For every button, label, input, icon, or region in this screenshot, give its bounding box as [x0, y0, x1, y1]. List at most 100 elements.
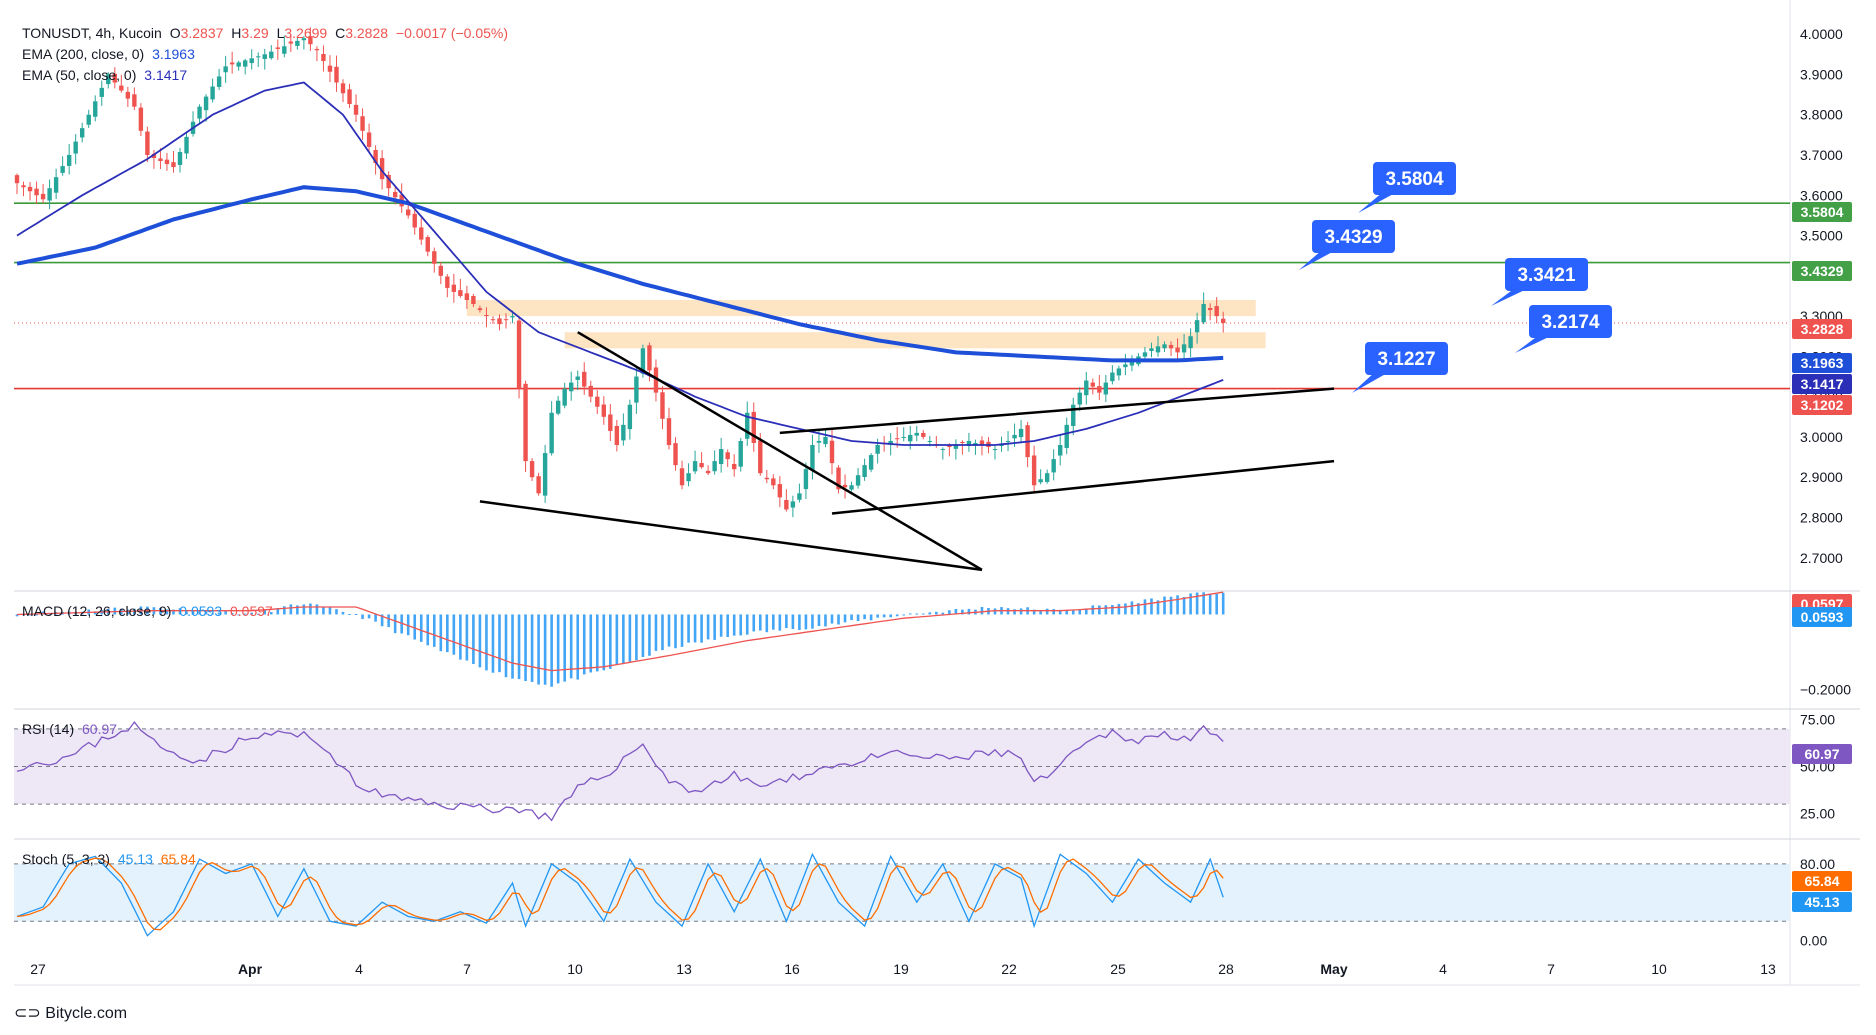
candle-body	[745, 412, 750, 439]
macd-bar	[654, 614, 658, 651]
macd-bar	[93, 611, 97, 615]
macd-bar	[256, 613, 260, 615]
macd-bar	[1032, 609, 1036, 615]
candle-body	[301, 38, 307, 41]
candle-body	[340, 83, 346, 94]
macd-bar	[204, 610, 208, 615]
candle-body	[1123, 364, 1128, 368]
candle-body	[947, 445, 952, 448]
macd-bar	[511, 614, 514, 679]
low-value: 3.2699	[284, 25, 328, 41]
candle-body	[275, 47, 280, 49]
macd-bar	[185, 611, 188, 615]
macd-bar	[706, 614, 710, 640]
candle-body	[777, 484, 783, 498]
ema200-value: 3.1963	[152, 46, 195, 62]
candle-body	[575, 376, 580, 380]
macd-bar	[739, 614, 743, 636]
candle-body	[679, 468, 685, 486]
candle-body	[673, 443, 678, 466]
macd-bar	[1156, 600, 1160, 615]
macd-bar	[387, 614, 390, 628]
candle-body	[921, 432, 926, 437]
candle-body	[171, 162, 176, 168]
candle-body	[529, 461, 535, 478]
macd-bar	[1091, 605, 1095, 615]
candle-body	[1194, 320, 1200, 333]
stoch-badge-d: 65.84	[1792, 871, 1852, 891]
candle-body	[392, 191, 398, 198]
candle-body	[1084, 380, 1089, 396]
macd-bar	[1104, 605, 1108, 615]
stoch-d-line	[16, 857, 1224, 931]
macd-bar	[126, 609, 130, 615]
macd-bar	[1202, 592, 1205, 615]
candle-body	[229, 62, 235, 65]
candle-body	[1005, 440, 1011, 442]
macd-bar	[680, 614, 684, 647]
candle-body	[666, 418, 672, 445]
candle-body	[80, 128, 85, 138]
candle-body	[588, 385, 593, 397]
candle-body	[1221, 318, 1226, 324]
candle-body	[477, 308, 483, 311]
candle-body	[660, 392, 665, 419]
macd-bar	[778, 614, 782, 631]
price-tick-label: 2.7000	[1800, 550, 1843, 566]
candle-body	[979, 440, 985, 445]
candle-body	[555, 400, 561, 414]
candle-body	[914, 432, 919, 436]
macd-value-1: 0.0593	[179, 603, 223, 619]
macd-bar	[954, 608, 958, 615]
macd-bar	[328, 606, 332, 615]
axis-badge-3.1963: 3.1963	[1792, 353, 1852, 373]
ema200-line	[16, 185, 1224, 363]
price-tick-label: 3.0000	[1800, 429, 1843, 445]
macd-bar	[517, 614, 521, 680]
macd-bar	[1019, 608, 1023, 615]
stoch-legend: Stoch (5, 3, 3) 45.13 65.84	[22, 851, 200, 867]
trendline	[831, 459, 1335, 515]
macd-bar	[172, 609, 175, 615]
candle-body	[138, 107, 144, 131]
macd-bar	[928, 612, 932, 615]
candle-body	[1018, 428, 1024, 438]
candle-body	[1077, 392, 1082, 405]
macd-bar	[915, 613, 919, 615]
macd-bar	[980, 607, 984, 615]
x-tick-label: 22	[1001, 961, 1017, 977]
axis-badge-3.2828: 3.2828	[1792, 319, 1852, 339]
trendline	[479, 500, 983, 572]
candle-body	[712, 461, 717, 472]
candle-body	[177, 151, 183, 165]
candle-body	[288, 41, 294, 44]
axis-badge-label: 3.5804	[1801, 204, 1844, 220]
macd-bar	[1013, 609, 1016, 615]
resistance-zone	[466, 300, 1256, 317]
macd-bar	[1084, 608, 1088, 615]
callout-pointer	[1352, 372, 1389, 393]
macd-bar	[993, 608, 997, 615]
macd-bar	[935, 611, 938, 615]
callout-box	[1505, 258, 1588, 291]
candle-body	[60, 166, 65, 173]
candle-body	[510, 316, 515, 318]
candle-body	[1090, 382, 1095, 387]
candle-body	[314, 48, 320, 51]
candle-body	[725, 452, 730, 460]
macd-bar	[28, 614, 32, 616]
macd-bar	[263, 610, 267, 615]
price-callout-3.5804: 3.5804	[1358, 162, 1456, 213]
macd-bar	[432, 614, 436, 647]
macd-bar	[1058, 609, 1062, 615]
axis-badge-label: 3.1417	[1801, 376, 1844, 392]
candle-body	[1162, 344, 1167, 349]
x-tick-label: 10	[567, 961, 583, 977]
candle-body	[458, 290, 463, 296]
candle-body	[503, 319, 509, 321]
price-tick-label: 3.6000	[1800, 187, 1843, 203]
candle-body	[1058, 445, 1063, 456]
macd-bar	[478, 614, 482, 668]
macd-bar	[1137, 603, 1140, 615]
